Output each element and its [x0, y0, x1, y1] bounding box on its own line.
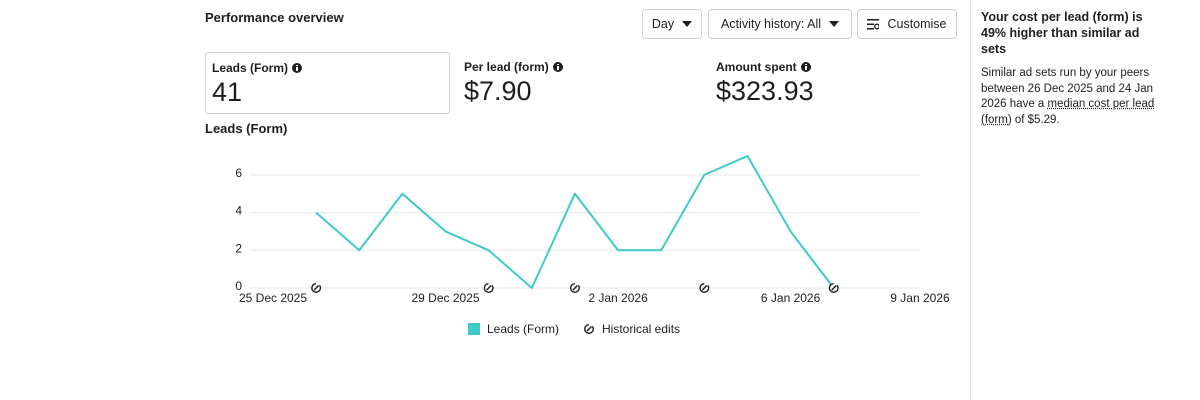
- info-icon[interactable]: [552, 62, 563, 72]
- legend-label: Leads (Form): [487, 322, 559, 336]
- metric-value: 41: [212, 77, 243, 107]
- insight-body: Similar ad sets run by your peers betwee…: [981, 67, 1153, 110]
- metric-card[interactable]: Per lead (form) $7.90: [458, 52, 703, 114]
- chart: 0 2 4 6 25 Dec 2025 29 Dec 2025 2 Jan 2026 6 Ja…: [235, 155, 950, 336]
- x-tick-label: 29 Dec 2025: [412, 291, 480, 305]
- section-title: Performance overview: [205, 10, 344, 25]
- historical-edit-marker: [699, 283, 710, 294]
- legend-swatch: [468, 323, 480, 335]
- historical-edit-marker: [483, 283, 494, 294]
- edit-icon-slash: [486, 284, 492, 291]
- period-dropdown[interactable]: Day: [642, 9, 702, 39]
- edit-icon-slash: [572, 284, 578, 291]
- x-tick-label: 25 Dec 2025: [239, 291, 307, 305]
- insight-title: Your cost per lead (form) is 49% higher …: [981, 10, 1143, 56]
- info-icon[interactable]: [800, 62, 811, 72]
- metric-label: Amount spent: [716, 60, 797, 74]
- activity-dropdown[interactable]: Activity history: All: [708, 9, 852, 39]
- button-label: Customise: [887, 17, 947, 31]
- metric-card[interactable]: Leads (Form) 41: [205, 52, 450, 114]
- edit-icon-slash: [701, 284, 708, 291]
- edit-icon-slash: [313, 284, 320, 291]
- customise-icon: [867, 18, 880, 29]
- historical-edit-marker: [569, 283, 580, 294]
- insight-link[interactable]: median cost per lead (form): [981, 98, 1155, 126]
- historical-edit-marker: [828, 283, 839, 294]
- x-tick-label: 9 Jan 2026: [890, 291, 950, 305]
- insight-end: of $5.29.: [1011, 113, 1060, 126]
- metric-value: $323.93: [716, 76, 814, 106]
- insight-panel: Your cost per lead (form) is 49% higher …: [970, 0, 1200, 400]
- y-tick-label: 6: [235, 166, 242, 180]
- insight-text: Similar ad sets run by your peers betwee…: [981, 66, 1163, 128]
- button-label: Activity history: All: [720, 17, 822, 31]
- metric-label: Leads (Form): [212, 61, 289, 75]
- metric-value: $7.90: [464, 76, 532, 106]
- chart-title: Leads (Form): [205, 121, 288, 136]
- y-tick-label: 2: [235, 241, 242, 255]
- historical-edit-marker: [584, 324, 595, 335]
- y-tick-label: 0: [235, 279, 242, 293]
- legend-label: Historical edits: [602, 322, 680, 336]
- edit-icon-slash: [586, 325, 593, 332]
- metric-card[interactable]: Amount spent $323.93: [710, 52, 955, 114]
- historical-edit-marker: [311, 283, 322, 294]
- info-icon[interactable]: [292, 63, 303, 73]
- y-tick-label: 4: [235, 204, 242, 218]
- metric-label: Per lead (form): [464, 60, 549, 74]
- x-tick-label: 2 Jan 2026: [588, 291, 648, 305]
- x-tick-label: 6 Jan 2026: [761, 291, 821, 305]
- customise-button[interactable]: Customise: [857, 9, 957, 39]
- caret-icon: [682, 21, 693, 27]
- caret-icon: [829, 21, 840, 27]
- data-line: [315, 155, 835, 289]
- edit-icon-slash: [831, 284, 837, 291]
- button-label: Day: [651, 17, 675, 31]
